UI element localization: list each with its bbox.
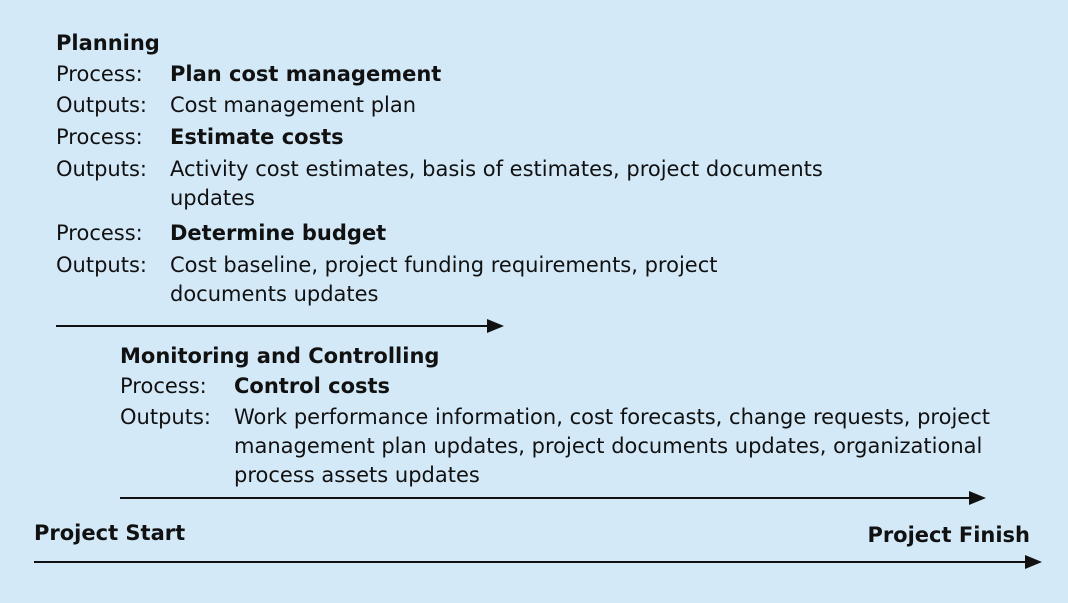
outputs-label: Outputs: bbox=[56, 253, 147, 277]
planning-heading: Planning bbox=[56, 31, 160, 55]
process-estimate-costs: Estimate costs bbox=[170, 125, 344, 149]
project-start-label: Project Start bbox=[34, 521, 186, 545]
timeline-arrow bbox=[34, 555, 1042, 569]
planning-process-row: Process: Estimate costs bbox=[56, 123, 556, 152]
outputs-label: Outputs: bbox=[56, 93, 147, 117]
outputs-label: Outputs: bbox=[56, 157, 147, 181]
process-plan-cost-management: Plan cost management bbox=[170, 62, 442, 86]
process-label: Process: bbox=[56, 221, 143, 245]
process-label: Process: bbox=[56, 62, 143, 86]
planning-process-row: Process: Plan cost management bbox=[56, 60, 556, 89]
outputs-cost-management-plan: Cost management plan bbox=[170, 93, 417, 117]
process-determine-budget: Determine budget bbox=[170, 221, 387, 245]
planning-process-row: Process: Determine budget bbox=[56, 219, 556, 248]
project-finish-label: Project Finish bbox=[867, 523, 1030, 547]
monitoring-outputs-row: Outputs: Work performance information, c… bbox=[120, 403, 1020, 495]
planning-outputs-row: Outputs: Cost baseline, project funding … bbox=[56, 251, 906, 311]
process-label: Process: bbox=[120, 374, 207, 398]
outputs-estimate-costs: Activity cost estimates, basis of estima… bbox=[170, 157, 823, 210]
planning-outputs-row: Outputs: Cost management plan bbox=[56, 91, 556, 120]
planning-arrow bbox=[56, 319, 504, 333]
outputs-control-costs: Work performance information, cost forec… bbox=[234, 405, 990, 487]
outputs-determine-budget: Cost baseline, project funding requireme… bbox=[170, 253, 718, 306]
process-label: Process: bbox=[56, 125, 143, 149]
monitoring-controlling-heading: Monitoring and Controlling bbox=[120, 344, 440, 368]
planning-outputs-row: Outputs: Activity cost estimates, basis … bbox=[56, 155, 906, 215]
outputs-label: Outputs: bbox=[120, 405, 211, 429]
monitoring-process-row: Process: Control costs bbox=[120, 372, 620, 401]
monitoring-controlling-arrow bbox=[120, 491, 986, 505]
process-control-costs: Control costs bbox=[234, 374, 391, 398]
